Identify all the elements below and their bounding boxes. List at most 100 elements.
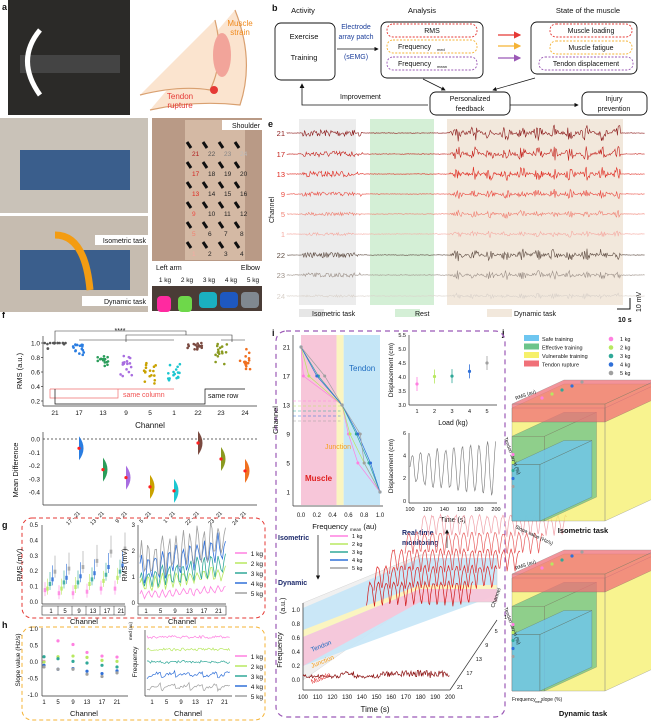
h-border bbox=[21, 626, 266, 721]
panel-letter: i bbox=[272, 328, 275, 338]
data-point bbox=[216, 342, 219, 346]
depth-tick: 13 bbox=[476, 657, 482, 663]
profile-point bbox=[362, 461, 366, 465]
data-point bbox=[106, 355, 109, 359]
label: Tendon bbox=[349, 364, 375, 373]
data-point bbox=[150, 373, 153, 377]
legend-label: 2 kg bbox=[620, 346, 630, 352]
label: 200 bbox=[445, 695, 456, 701]
arm-skin bbox=[185, 120, 245, 260]
zone-box bbox=[511, 379, 651, 423]
label: State of the muscle bbox=[556, 6, 620, 15]
label: RMS bbox=[424, 28, 440, 35]
mean-point bbox=[450, 374, 454, 378]
data-point bbox=[46, 342, 49, 346]
electrode-label: 11 bbox=[224, 211, 231, 218]
displacement-trace bbox=[409, 441, 496, 496]
data-point bbox=[222, 362, 226, 366]
data-point bbox=[176, 365, 179, 369]
electrode-label: 6 bbox=[208, 231, 212, 238]
sig-bracket bbox=[125, 334, 233, 342]
data-point bbox=[238, 359, 242, 363]
data-point bbox=[102, 355, 106, 358]
label: 5 bbox=[286, 461, 290, 468]
electrode-label: 14 bbox=[208, 191, 216, 198]
label: 0.4 bbox=[30, 538, 39, 544]
data-point bbox=[580, 380, 584, 384]
label: -1.0 bbox=[28, 693, 39, 699]
loading-box bbox=[549, 23, 633, 38]
label: 3 bbox=[132, 523, 136, 529]
label: -0.5 bbox=[28, 677, 39, 683]
label: Displacement (cm) bbox=[388, 343, 395, 397]
legs-shape bbox=[20, 150, 130, 190]
electrode-icon bbox=[185, 141, 193, 149]
label: 100 bbox=[298, 695, 309, 701]
mean-marker bbox=[172, 489, 176, 493]
tendon-box bbox=[538, 56, 634, 71]
label-bg bbox=[82, 296, 148, 306]
data-point bbox=[82, 351, 86, 354]
box bbox=[76, 580, 80, 585]
feedback-box bbox=[429, 91, 511, 116]
data-point bbox=[511, 646, 515, 651]
label: RMS (a.u.) bbox=[15, 352, 24, 389]
label: 17 bbox=[283, 374, 291, 381]
isometric-region bbox=[299, 119, 356, 305]
label: med (au) bbox=[128, 621, 133, 640]
slope-point bbox=[56, 639, 60, 643]
box bbox=[118, 569, 122, 574]
label: 10 mV bbox=[636, 291, 643, 312]
label: 180 bbox=[474, 507, 483, 513]
label: same row bbox=[208, 393, 239, 400]
label: 0 bbox=[403, 499, 406, 505]
slope-point bbox=[56, 667, 60, 671]
data-point bbox=[53, 342, 56, 345]
label: 4 kg bbox=[352, 558, 362, 564]
mean-marker bbox=[243, 469, 247, 473]
distribution-shape bbox=[103, 457, 108, 482]
dumbbell-icon bbox=[220, 292, 238, 308]
electrode-icon bbox=[233, 241, 241, 249]
label-bg bbox=[222, 120, 262, 130]
label: 21 bbox=[118, 609, 125, 615]
slope-point bbox=[85, 661, 89, 665]
box bbox=[74, 585, 77, 590]
emg-trace bbox=[286, 124, 645, 142]
label: Frequency bbox=[275, 632, 284, 668]
electrode-icon bbox=[217, 181, 225, 189]
label: Personalized bbox=[450, 96, 491, 103]
label: 0.8 bbox=[31, 355, 40, 362]
axis-label: slope (%) bbox=[541, 697, 562, 703]
slope-point bbox=[100, 674, 104, 679]
emg-trace bbox=[286, 188, 645, 200]
profile-point bbox=[299, 345, 303, 349]
label: 150 bbox=[371, 695, 382, 701]
slope-point bbox=[42, 655, 46, 659]
data-point bbox=[168, 363, 172, 367]
data-point bbox=[58, 341, 61, 345]
channel-axis bbox=[137, 605, 227, 616]
profile-point bbox=[378, 490, 382, 494]
legend-label: 1 kg bbox=[620, 337, 630, 343]
data-point bbox=[247, 351, 251, 355]
data-point bbox=[540, 566, 544, 570]
label: 190 bbox=[430, 695, 441, 701]
profile-line bbox=[300, 346, 381, 493]
label: 23 bbox=[217, 410, 225, 417]
label: 17 bbox=[99, 700, 106, 706]
box bbox=[88, 581, 91, 586]
label: same column bbox=[123, 392, 165, 399]
electrode-label: 9 bbox=[192, 211, 196, 218]
electrode-label: 24 bbox=[240, 151, 248, 158]
slope-point bbox=[115, 665, 119, 669]
distribution-shape bbox=[198, 430, 203, 455]
label: 17 bbox=[75, 410, 83, 417]
label: Elbow bbox=[241, 265, 261, 272]
legend-label: Tendon rupture bbox=[542, 363, 579, 369]
electrode-icon bbox=[201, 241, 209, 249]
label: Left arm bbox=[156, 265, 182, 272]
label: 4 bbox=[403, 454, 406, 460]
data-point bbox=[174, 368, 178, 371]
